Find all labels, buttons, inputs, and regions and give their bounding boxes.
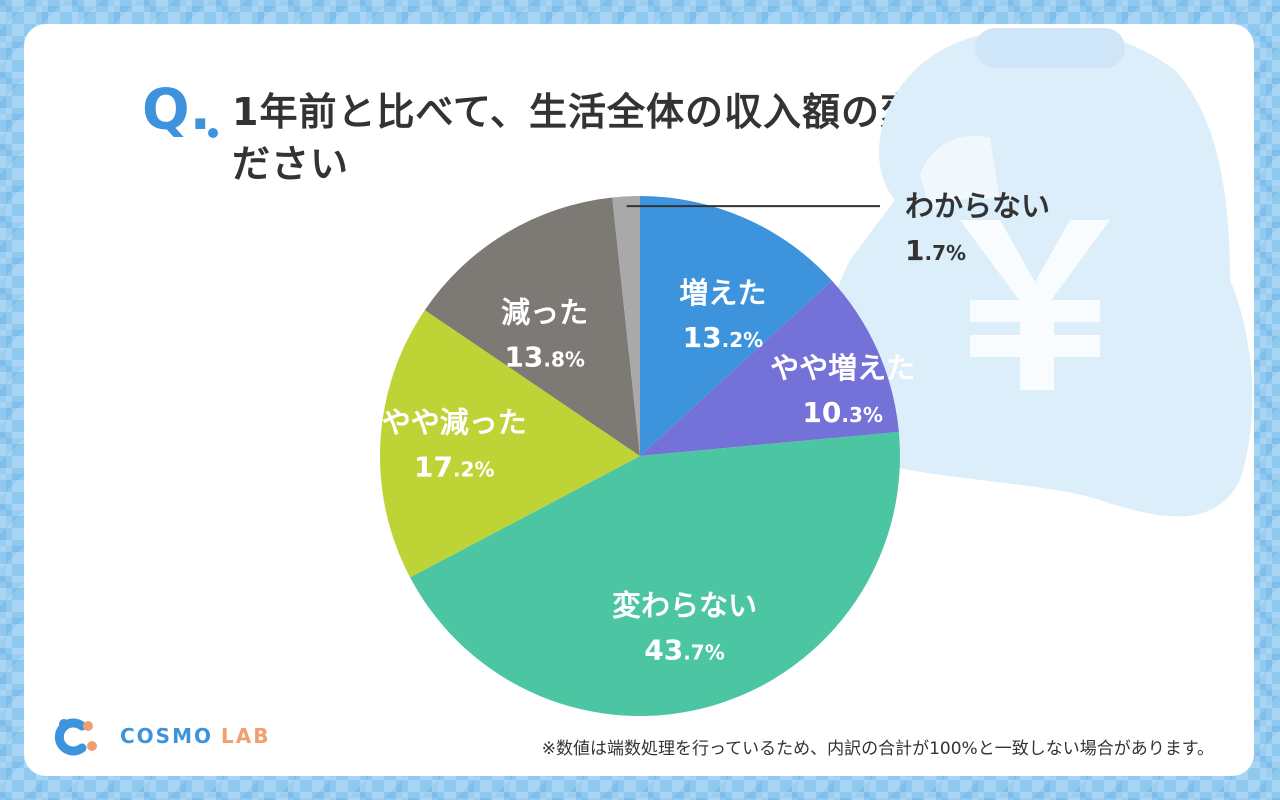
slice-value: 17.2% [414, 450, 495, 483]
pie-slice [640, 196, 832, 456]
pie-chart [379, 196, 900, 716]
brand-name-sub: LAB [221, 724, 271, 748]
slice-value: 43.7% [644, 634, 725, 667]
pie-slice [640, 280, 899, 456]
slice-name: やや増えた [770, 351, 915, 385]
pie-slice [410, 431, 900, 716]
slice-name: わからない [905, 189, 1050, 223]
pie-slice [379, 310, 640, 578]
slice-label: 減った 13.8% [501, 295, 588, 373]
question-marker: Q. [142, 78, 218, 143]
slice-label: やや増えた 10.3% [770, 351, 915, 429]
pie-labels: 増えた 13.2%やや増えた 10.3% 変わらない 43.7% やや減った 17.2% 減っ… [382, 189, 1050, 666]
slice-value: 1.7% [905, 234, 966, 267]
pie-slice [612, 196, 640, 456]
slice-label: 増えた 13.2% [679, 276, 766, 354]
slice-name: やや減った [382, 405, 527, 439]
slice-label: やや減った 17.2% [382, 405, 527, 483]
brand-mark-icon [54, 718, 97, 756]
slice-label: 変わらない 43.7% [612, 589, 757, 667]
footnote: ※数値は端数処理を行っているため、内訳の合計が100%と一致しない場合があります… [541, 739, 1214, 759]
brand-logo[interactable]: COSMO LAB [52, 716, 270, 756]
brand-name-main: COSMO [120, 724, 213, 748]
slice-value: 13.2% [683, 321, 764, 354]
slice-value: 10.3% [802, 396, 883, 429]
slice-name: 増えた [679, 276, 766, 310]
slice-label: わからない 1.7% [905, 189, 1050, 267]
coin-purse-yen-icon [817, 28, 1253, 517]
slice-name: 減った [501, 295, 588, 329]
slice-name: 変わらない [612, 589, 757, 623]
pie-slice [424, 197, 640, 457]
slice-value: 13.8% [504, 340, 585, 373]
